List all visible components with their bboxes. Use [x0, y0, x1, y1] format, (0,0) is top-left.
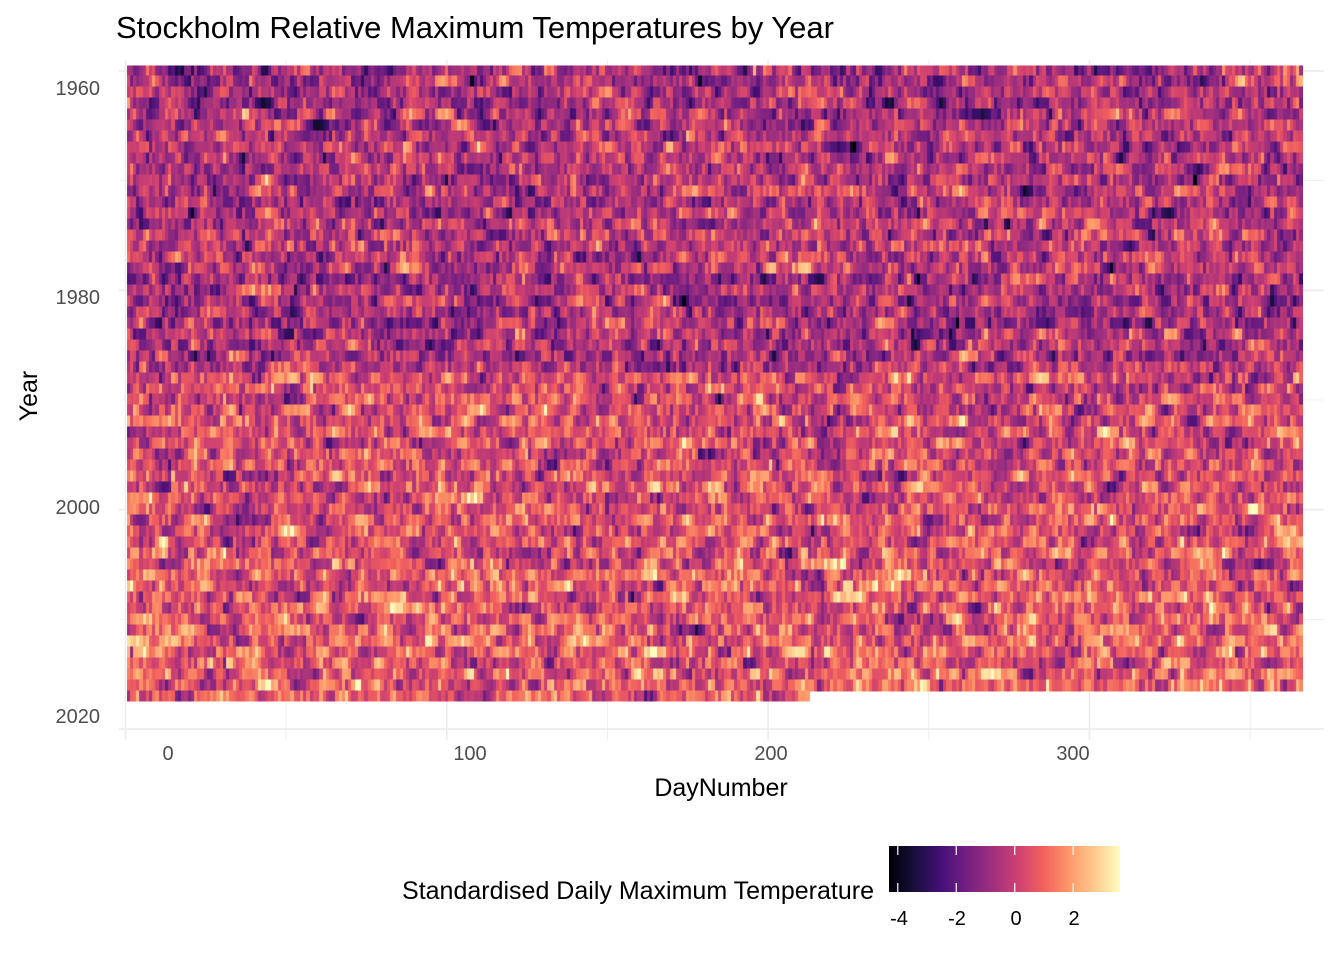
x-tick-label: 200: [754, 743, 787, 765]
y-tick-label: 1960: [56, 78, 101, 100]
legend-colorbar: [889, 846, 1120, 892]
x-tick-label: 300: [1056, 743, 1089, 765]
legend-title: Standardised Daily Maximum Temperature: [402, 877, 874, 905]
y-tick-label: 1980: [56, 287, 101, 309]
x-tick-label: 100: [453, 743, 486, 765]
y-axis-title: Year: [15, 371, 43, 422]
x-axis-title: DayNumber: [654, 774, 787, 802]
x-tick-label: 0: [162, 743, 173, 765]
y-tick-label: 2020: [56, 706, 101, 728]
chart-title: Stockholm Relative Maximum Temperatures …: [116, 10, 834, 45]
legend-tick-label: 0: [1010, 908, 1021, 930]
legend-tick-label: 2: [1068, 908, 1079, 930]
heatmap: [127, 65, 1304, 702]
legend-tick-label: -2: [948, 908, 966, 930]
legend-tick-label: -4: [890, 908, 908, 930]
heatmap-tiles: [127, 65, 1304, 702]
legend-ticks: [897, 846, 1074, 892]
y-tick-label: 2000: [56, 497, 101, 519]
